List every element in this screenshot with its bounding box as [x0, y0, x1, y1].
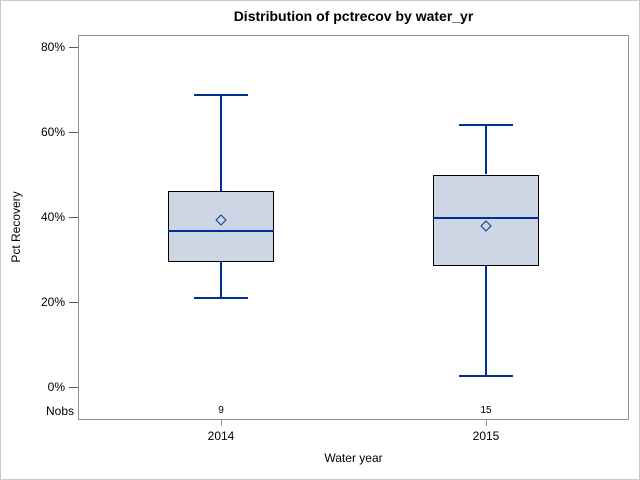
y-axis-label: Pct Recovery: [9, 191, 23, 263]
y-tick-label-20: 20%: [40, 295, 65, 309]
y-tick-label-60: 60%: [40, 125, 65, 139]
nobs-value-2014: 9: [218, 405, 224, 416]
y-tick-label-80: 80%: [40, 40, 65, 54]
y-tick-mark: [69, 217, 78, 218]
nobs-value-2015: 15: [480, 405, 492, 416]
y-tick-mark: [69, 47, 78, 48]
x-tick-mark: [486, 420, 487, 426]
y-tick-label-40: 40%: [40, 210, 65, 224]
y-tick-mark: [69, 132, 78, 133]
x-tick-label-2015: 2015: [472, 429, 500, 443]
x-tick-mark: [221, 420, 222, 426]
x-tick-label-2014: 2014: [207, 429, 235, 443]
x-axis-label: Water year: [324, 451, 383, 465]
y-tick-mark: [69, 387, 78, 388]
chart-title: Distribution of pctrecov by water_yr: [233, 8, 474, 24]
plot-frame: [78, 35, 629, 420]
nobs-row-label: Nobs: [45, 404, 74, 418]
y-tick-label-0: 0%: [47, 380, 65, 394]
y-tick-mark: [69, 302, 78, 303]
